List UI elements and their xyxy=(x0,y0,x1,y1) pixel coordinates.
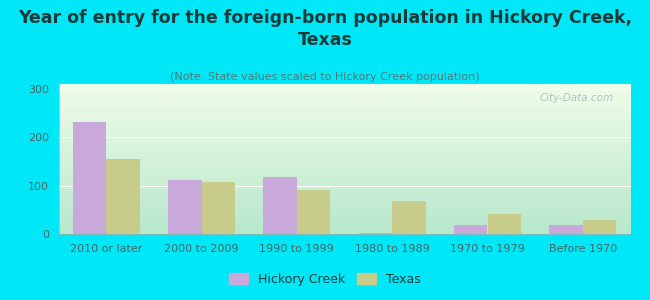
Text: City-Data.com: City-Data.com xyxy=(540,93,614,103)
Bar xyxy=(488,214,521,234)
Legend: Hickory Creek, Texas: Hickory Creek, Texas xyxy=(224,268,426,291)
Bar xyxy=(168,180,202,234)
Bar xyxy=(73,122,106,234)
Bar xyxy=(106,159,140,234)
Bar xyxy=(454,225,488,234)
Text: Year of entry for the foreign-born population in Hickory Creek,
Texas: Year of entry for the foreign-born popul… xyxy=(18,9,632,49)
Bar xyxy=(263,177,297,234)
Text: (Note: State values scaled to Hickory Creek population): (Note: State values scaled to Hickory Cr… xyxy=(170,72,480,82)
Bar xyxy=(549,225,583,234)
Bar xyxy=(202,182,235,234)
Bar xyxy=(297,190,330,234)
Bar xyxy=(392,201,426,234)
Bar xyxy=(583,220,616,234)
Bar xyxy=(359,232,392,234)
